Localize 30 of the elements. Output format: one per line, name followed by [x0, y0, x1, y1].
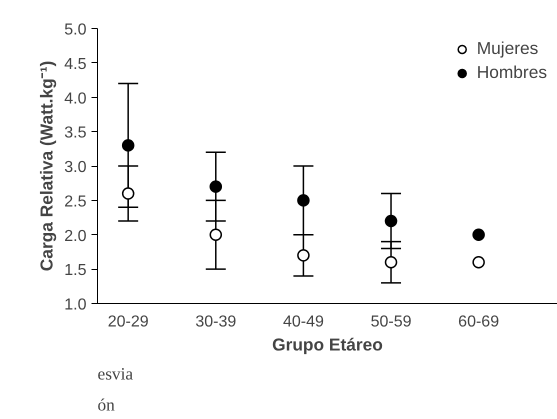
y-tick-label: 5.0: [64, 22, 87, 38]
y-tick-label: 2.0: [64, 228, 87, 245]
point: [472, 228, 485, 241]
y-axis-title: Carga Relativa (Watt.kg⁻¹): [36, 60, 56, 272]
y-tick-label: 3.5: [64, 124, 87, 142]
point: [210, 228, 222, 241]
x-axis-title: Grupo Etáreo: [272, 334, 383, 354]
y-tick-label: 2.5: [64, 193, 87, 210]
legend-label: Mujeres: [476, 38, 538, 59]
point: [210, 180, 222, 193]
x-tick-label: 20-29: [108, 314, 149, 330]
point: [122, 187, 134, 200]
point: [384, 214, 398, 228]
y-tick-label: 3.0: [64, 159, 87, 176]
x-tick-label: 60-69: [458, 314, 500, 330]
x-tick-label: 50-59: [370, 314, 412, 330]
x-tick-label: 30-39: [195, 314, 236, 330]
y-tick-label: 4.5: [64, 56, 87, 73]
point: [472, 256, 485, 268]
x-tick-label: 40-49: [282, 314, 324, 330]
legend-label: Hombres: [476, 62, 547, 83]
point: [122, 139, 134, 152]
text: esvia: [98, 364, 134, 384]
y-tick-label: 4.0: [64, 90, 87, 108]
point: [297, 194, 310, 207]
y-tick-label: 1.5: [64, 262, 87, 280]
point: [384, 256, 398, 268]
point: [297, 249, 310, 262]
y-tick-label: 1.0: [64, 296, 87, 314]
text: ón: [98, 396, 116, 414]
